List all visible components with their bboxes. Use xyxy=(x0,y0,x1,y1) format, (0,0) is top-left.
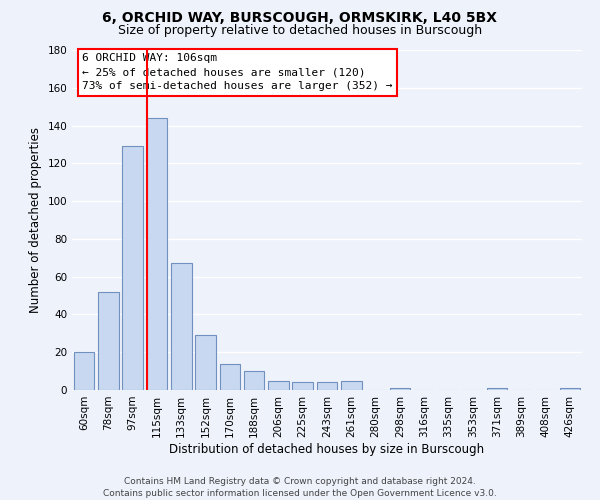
Bar xyxy=(98,292,119,390)
Bar xyxy=(292,382,313,390)
Bar xyxy=(317,382,337,390)
Bar xyxy=(122,146,143,390)
Bar xyxy=(268,380,289,390)
Text: 6, ORCHID WAY, BURSCOUGH, ORMSKIRK, L40 5BX: 6, ORCHID WAY, BURSCOUGH, ORMSKIRK, L40 … xyxy=(103,11,497,25)
Bar xyxy=(389,388,410,390)
Bar xyxy=(560,388,580,390)
Y-axis label: Number of detached properties: Number of detached properties xyxy=(29,127,42,313)
Bar xyxy=(244,371,265,390)
Text: Size of property relative to detached houses in Burscough: Size of property relative to detached ho… xyxy=(118,24,482,37)
Bar xyxy=(171,264,191,390)
Bar xyxy=(220,364,240,390)
Bar xyxy=(146,118,167,390)
Text: Contains HM Land Registry data © Crown copyright and database right 2024.
Contai: Contains HM Land Registry data © Crown c… xyxy=(103,476,497,498)
Bar xyxy=(487,388,508,390)
Bar xyxy=(74,352,94,390)
Bar xyxy=(195,335,216,390)
Text: 6 ORCHID WAY: 106sqm
← 25% of detached houses are smaller (120)
73% of semi-deta: 6 ORCHID WAY: 106sqm ← 25% of detached h… xyxy=(82,54,392,92)
X-axis label: Distribution of detached houses by size in Burscough: Distribution of detached houses by size … xyxy=(169,442,485,456)
Bar xyxy=(341,380,362,390)
